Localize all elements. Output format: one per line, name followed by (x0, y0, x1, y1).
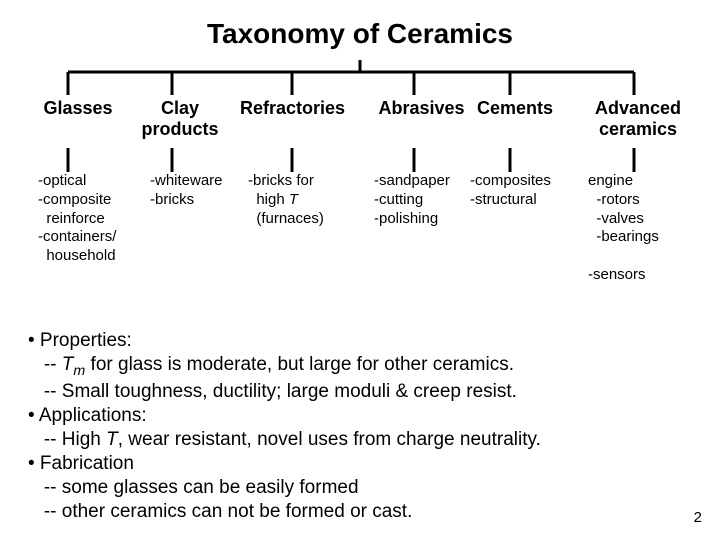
bullet-line: -- other ceramics can not be formed or c… (28, 501, 698, 523)
subcategory-items: engine -rotors -valves -bearings -sensor… (588, 172, 683, 285)
bullet-section: • Properties: -- Tm for glass is moderat… (28, 330, 698, 525)
bullet-line: -- some glasses can be easily formed (28, 477, 698, 499)
subcategory-items: -composites-structural (470, 172, 580, 210)
subcategory-items: -bricks for high T (furnaces) (248, 172, 358, 228)
slide-title: Taxonomy of Ceramics (0, 0, 720, 50)
category-label: Abrasives (374, 98, 469, 119)
category-label: Glasses (38, 98, 118, 119)
bullet-line: • Applications: (28, 405, 698, 427)
bullet-line: -- Small toughness, ductility; large mod… (28, 381, 698, 403)
subcategory-items: -optical-composite reinforce-containers/… (38, 172, 148, 266)
category-label: Advancedceramics (588, 98, 688, 140)
subcategory-items: -whiteware-bricks (150, 172, 245, 210)
page-number: 2 (694, 509, 702, 526)
category-label: Clayproducts (140, 98, 220, 140)
bullet-line: • Fabrication (28, 453, 698, 475)
bullet-line: -- High T, wear resistant, novel uses fr… (28, 429, 698, 451)
bullet-line: • Properties: (28, 330, 698, 352)
bullet-line: -- Tm for glass is moderate, but large f… (28, 354, 698, 379)
subcategory-items: -sandpaper-cutting-polishing (374, 172, 474, 228)
category-label: Refractories (230, 98, 355, 119)
category-label: Cements (470, 98, 560, 119)
